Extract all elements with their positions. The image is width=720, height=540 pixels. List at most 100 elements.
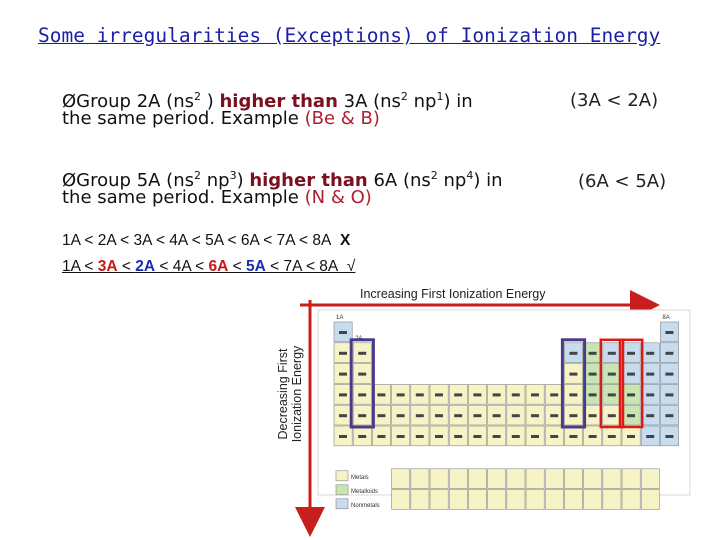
f-block-cell bbox=[468, 468, 487, 489]
element-symbol bbox=[646, 435, 655, 438]
f-block-cell bbox=[448, 489, 468, 510]
element-symbol bbox=[588, 393, 597, 397]
element-symbol bbox=[358, 351, 367, 355]
text: 1A < bbox=[62, 258, 98, 275]
element-symbol bbox=[396, 435, 405, 438]
legend-swatch bbox=[335, 484, 349, 496]
group-label: 8A bbox=[662, 315, 669, 321]
text: ) in bbox=[473, 170, 503, 191]
element-symbol bbox=[569, 393, 578, 397]
element-symbol bbox=[396, 393, 405, 397]
sequence-naive: 1A < 2A < 3A < 4A < 5A < 6A < 7A < 8A X bbox=[62, 232, 350, 250]
f-block-cell bbox=[564, 489, 583, 510]
f-block-cell bbox=[410, 468, 430, 489]
element-symbol bbox=[646, 351, 655, 355]
text: ) bbox=[201, 91, 220, 112]
element-symbol bbox=[627, 414, 635, 418]
f-block-cell bbox=[640, 468, 660, 489]
text: < bbox=[117, 258, 136, 275]
side-note-3a-2a: (3A < 2A) bbox=[570, 90, 659, 111]
legend-label: Nonmetals bbox=[351, 503, 380, 509]
superscript: 4 bbox=[466, 169, 474, 182]
text: the same period. Example bbox=[62, 108, 305, 129]
element-symbol bbox=[415, 414, 424, 418]
text: the same period. Example bbox=[62, 187, 305, 208]
element-symbol bbox=[569, 414, 578, 418]
element-symbol bbox=[531, 414, 539, 418]
element-symbol bbox=[415, 435, 424, 438]
element-symbol bbox=[607, 414, 616, 418]
element-symbol bbox=[569, 435, 578, 438]
f-block-cell bbox=[640, 489, 660, 510]
element-symbol bbox=[358, 414, 367, 418]
f-block-cell bbox=[602, 489, 622, 510]
bullet-arrow-icon: Ø bbox=[62, 170, 77, 191]
element-symbol bbox=[454, 414, 463, 418]
element-symbol bbox=[511, 393, 520, 397]
example-be-b: (Be & B) bbox=[304, 108, 380, 129]
element-symbol bbox=[473, 393, 482, 397]
superscript: 2 bbox=[194, 169, 201, 182]
element-symbol bbox=[646, 372, 655, 376]
legend-label: Metalloids bbox=[351, 489, 378, 495]
element-symbol bbox=[339, 435, 347, 438]
element-symbol bbox=[358, 372, 367, 376]
element-symbol bbox=[511, 414, 520, 418]
element-symbol bbox=[627, 393, 635, 397]
bullet-group5a-line1: ØGroup 5A (ns2 np3) higher than 6A (ns2 … bbox=[62, 165, 502, 191]
caption-increasing-ie: Increasing First Ionization Energy bbox=[360, 287, 546, 301]
element-symbol bbox=[492, 414, 501, 418]
element-symbol bbox=[454, 393, 463, 397]
element-symbol bbox=[531, 393, 539, 397]
text: 3A (ns bbox=[337, 91, 401, 112]
element-symbol bbox=[607, 435, 616, 438]
text: 6A (ns bbox=[367, 170, 431, 191]
element-symbol bbox=[339, 372, 347, 376]
f-block-cell bbox=[583, 468, 603, 489]
legend-label: Metals bbox=[351, 475, 369, 481]
superscript: 1 bbox=[436, 90, 444, 103]
element-symbol bbox=[511, 435, 520, 438]
f-block-cell bbox=[525, 489, 545, 510]
element-symbol bbox=[435, 393, 443, 397]
element-symbol bbox=[492, 393, 501, 397]
x-mark-icon: X bbox=[339, 232, 351, 249]
superscript: 2 bbox=[430, 169, 438, 182]
f-block-cell bbox=[506, 468, 526, 489]
text-3a: 3A bbox=[97, 258, 118, 275]
group-label: 1A bbox=[336, 315, 343, 321]
element-symbol bbox=[646, 414, 655, 418]
text: np bbox=[201, 170, 230, 191]
f-block-cell bbox=[506, 489, 526, 510]
text: Group 2A (ns bbox=[76, 91, 194, 112]
element-symbol bbox=[665, 393, 674, 397]
text: ) bbox=[236, 170, 250, 191]
element-symbol bbox=[550, 393, 559, 397]
element-symbol bbox=[627, 435, 635, 438]
f-block-cell bbox=[429, 489, 449, 510]
text: Group 5A (ns bbox=[76, 170, 194, 191]
bullet-group2a-line2: the same period. Example (Be & B) bbox=[62, 108, 380, 129]
checkmark-icon: √ bbox=[346, 258, 356, 275]
f-block-cell bbox=[468, 489, 487, 510]
element-symbol bbox=[665, 372, 674, 376]
element-symbol bbox=[396, 414, 405, 418]
element-symbol bbox=[646, 393, 655, 397]
f-block-cell bbox=[544, 489, 564, 510]
legend-swatch bbox=[335, 470, 349, 482]
f-block-cell bbox=[448, 468, 468, 489]
element-symbol bbox=[607, 393, 616, 397]
element-symbol bbox=[588, 351, 597, 355]
f-block-cell bbox=[487, 468, 507, 489]
legend-swatch bbox=[335, 498, 349, 510]
element-symbol bbox=[377, 435, 386, 438]
f-block-cell bbox=[621, 468, 641, 489]
element-symbol bbox=[550, 414, 559, 418]
element-symbol bbox=[588, 372, 597, 376]
element-symbol bbox=[339, 351, 347, 355]
element-symbol bbox=[665, 414, 674, 418]
f-block-cell bbox=[621, 489, 641, 510]
superscript: 2 bbox=[400, 90, 408, 103]
